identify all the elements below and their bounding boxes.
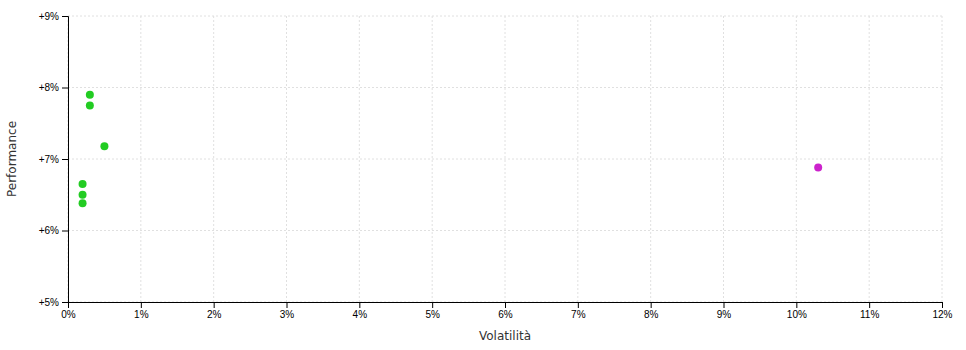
point: [86, 101, 94, 109]
x-tick-label: 8%: [644, 309, 659, 320]
y-tick: +9%: [39, 11, 68, 22]
grid: [68, 16, 942, 302]
x-tick-mark: [651, 302, 652, 308]
point: [79, 191, 87, 199]
axis-line: [69, 303, 943, 309]
x-tick: 5%: [425, 302, 440, 320]
x-tick-label: 10%: [787, 309, 807, 320]
grid-line-x: [359, 16, 360, 302]
y-axis-title: Performance: [5, 121, 19, 197]
grid-line-y: [68, 16, 942, 17]
x-tick-label: 6%: [498, 309, 513, 320]
grid-line-x: [286, 16, 287, 302]
axis-line: [62, 17, 69, 303]
point: [79, 199, 87, 207]
grid-line-y: [68, 159, 942, 160]
y-tick-label: +8%: [39, 82, 59, 93]
x-tick-label: 5%: [425, 309, 440, 320]
x-axis: 0% 1% 2% 3% 4% 5% 6% 7% 8% 9% 10% 11% 12%: [61, 302, 952, 320]
grid-line-y: [68, 230, 942, 231]
x-tick: 2%: [207, 302, 222, 320]
x-tick-mark: [578, 302, 579, 308]
chart: 0% 1% 2% 3% 4% 5% 6% 7% 8% 9% 10% 11% 12% +5% +6% +7% +8…: [0, 0, 966, 350]
y-tick-label: +9%: [39, 11, 59, 22]
x-tick-mark: [869, 302, 870, 308]
x-tick: 0%: [61, 302, 76, 320]
x-tick: 4%: [353, 302, 368, 320]
y-tick-mark: [62, 159, 68, 160]
x-tick: 9%: [717, 302, 732, 320]
x-tick: 10%: [787, 302, 807, 320]
marks: [79, 91, 823, 208]
grid-line-x: [650, 16, 651, 302]
x-tick-mark: [432, 302, 433, 308]
x-tick-label: 3%: [280, 309, 295, 320]
x-tick-mark: [796, 302, 797, 308]
x-tick-mark: [214, 302, 215, 308]
y-tick-label: +7%: [39, 154, 59, 165]
x-tick: 6%: [498, 302, 513, 320]
y-tick: +6%: [39, 225, 68, 236]
y-tick: +5%: [39, 297, 68, 308]
y-tick-label: +6%: [39, 225, 59, 236]
x-tick-mark: [141, 302, 142, 308]
x-tick-label: 2%: [207, 309, 222, 320]
plot: 0% 1% 2% 3% 4% 5% 6% 7% 8% 9% 10% 11% 12% +5% +6% +7% +8…: [5, 11, 953, 343]
x-tick: 12%: [932, 302, 952, 320]
x-axis-title: Volatilità: [479, 329, 531, 343]
series: [79, 91, 109, 208]
y-tick: +8%: [39, 82, 68, 93]
x-tick: 3%: [280, 302, 295, 320]
y-tick-label: +5%: [39, 297, 59, 308]
point: [79, 180, 87, 188]
x-tick-label: 1%: [134, 309, 149, 320]
x-tick-label: 9%: [717, 309, 732, 320]
point: [100, 142, 108, 150]
y-axis: +5% +6% +7% +8% +9%: [39, 11, 69, 308]
grid-line-y: [68, 87, 942, 88]
x-tick-mark: [724, 302, 725, 308]
y-tick-mark: [62, 16, 68, 17]
x-tick: 8%: [644, 302, 659, 320]
x-tick-label: 0%: [61, 309, 76, 320]
x-tick-label: 4%: [353, 309, 368, 320]
x-tick-label: 7%: [571, 309, 586, 320]
x-tick-label: 11%: [860, 309, 879, 320]
series: [814, 164, 822, 172]
y-tick-mark: [62, 302, 68, 303]
grid-line-x: [723, 16, 724, 302]
x-tick-mark: [359, 302, 360, 308]
x-tick-mark: [505, 302, 506, 308]
point: [86, 91, 94, 99]
y-tick-mark: [62, 231, 68, 232]
x-tick: 11%: [860, 302, 879, 320]
y-tick-mark: [62, 88, 68, 89]
x-tick-label: 12%: [932, 309, 952, 320]
point: [814, 164, 822, 172]
x-tick: 1%: [134, 302, 149, 320]
y-tick: +7%: [39, 154, 68, 165]
x-tick-mark: [942, 302, 943, 308]
x-tick: 7%: [571, 302, 586, 320]
x-tick-mark: [287, 302, 288, 308]
